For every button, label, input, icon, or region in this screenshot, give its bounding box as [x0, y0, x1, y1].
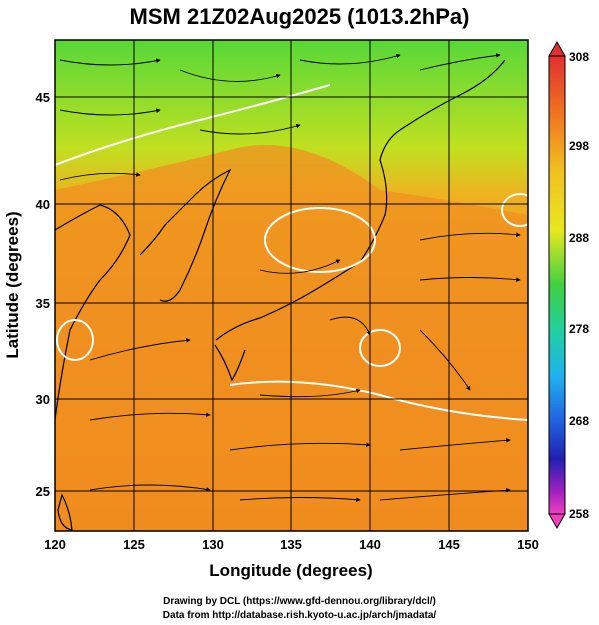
colorbar-tick-label: 268	[569, 414, 589, 428]
japan-coast	[215, 59, 506, 341]
colorbar-tick-label: 298	[569, 139, 589, 153]
x-tick-label: 135	[280, 537, 302, 552]
kyushu-coast	[214, 344, 246, 382]
colorbar-top-arrow	[548, 40, 566, 57]
x-tick-label: 140	[359, 537, 381, 552]
y-tick-label: 45	[36, 90, 50, 105]
y-axis-label: Latitude (degrees)	[3, 211, 22, 358]
map-title: MSM 21Z02Aug2025 (1013.2hPa)	[129, 4, 470, 29]
colorbar: 308 298 288 278 268 258	[548, 40, 589, 530]
x-axis-label: Longitude (degrees)	[209, 561, 372, 580]
colorbar-gradient	[548, 55, 566, 515]
y-tick-labels: 25 30 35 40 45	[36, 90, 50, 499]
korea-coast	[139, 168, 232, 302]
colorbar-tick-label: 278	[569, 322, 589, 336]
colorbar-tick-label: 258	[569, 507, 589, 521]
x-tick-label: 150	[517, 537, 539, 552]
colorbar-bottom-arrow	[548, 513, 566, 530]
y-tick-label: 35	[36, 296, 50, 311]
x-tick-label: 130	[202, 537, 224, 552]
china-coast	[55, 204, 131, 421]
plot-frame	[54, 39, 529, 532]
y-tick-label: 30	[36, 392, 50, 407]
taiwan-coast	[57, 493, 73, 531]
x-tick-labels: 120 125 130 135 140 145 150	[44, 537, 539, 552]
drawing-credit: Drawing by DCL (https://www.gfd-dennou.o…	[163, 596, 436, 607]
map-plot-area	[55, 40, 528, 531]
colorbar-tick-label: 288	[569, 231, 589, 245]
colorbar-tick-label: 308	[569, 50, 589, 64]
x-tick-label: 120	[44, 537, 66, 552]
y-tick-label: 40	[36, 197, 50, 212]
x-tick-label: 145	[438, 537, 460, 552]
y-tick-label: 25	[36, 484, 50, 499]
x-tick-label: 125	[123, 537, 145, 552]
graticule	[55, 40, 528, 531]
land-outlines	[55, 59, 506, 531]
data-credit: Data from http://database.rish.kyoto-u.a…	[162, 610, 437, 621]
